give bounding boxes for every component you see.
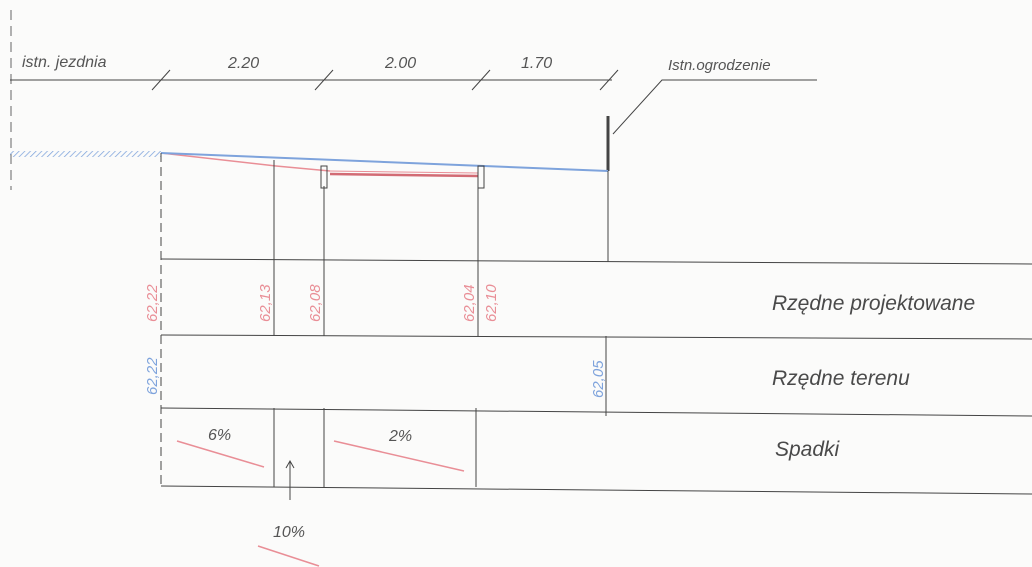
slope-line-2: [333, 440, 465, 472]
slope-label-2: 2%: [388, 428, 412, 445]
fence-label: Istn.ogrodzenie: [668, 57, 771, 74]
slope-label-10: 10%: [273, 524, 305, 541]
dimension-ticks: [151, 69, 619, 91]
fence-leader-line: [612, 79, 817, 135]
dimension-1-70: 1.70: [521, 55, 552, 72]
row-title-terrain: Rzędne terenu: [772, 367, 910, 390]
existing-road-label: istn. jezdnia: [22, 54, 107, 71]
slope-label-6: 6%: [208, 427, 231, 444]
design-elevation-1: 62,22: [144, 284, 161, 322]
design-elevation-5: 62,10: [483, 284, 500, 322]
design-surface-line: [329, 172, 479, 178]
slope-line-6: [176, 440, 265, 468]
curb-left: [320, 165, 328, 189]
design-surface-line-2: [329, 170, 479, 174]
slope-arrow-head: [285, 459, 295, 469]
row-title-slopes: Spadki: [775, 438, 841, 461]
design-elevation-2: 62,13: [257, 284, 274, 322]
row-title-design: Rzędne projektowane: [772, 292, 975, 315]
table-lines: [160, 258, 1032, 495]
curb-right: [477, 165, 485, 189]
terrain-elevation-1: 62,22: [144, 357, 161, 395]
existing-road-hatch: [10, 151, 161, 157]
design-elevation-4: 62,04: [461, 284, 478, 322]
terrain-profile-line: [160, 152, 609, 172]
terrain-elevation-2: 62,05: [590, 360, 607, 398]
design-profile-line: [160, 152, 331, 172]
slope-line-10: [257, 545, 320, 567]
design-elevation-3: 62,08: [307, 284, 324, 322]
dimension-2-20: 2.20: [227, 55, 259, 72]
dimension-2-00: 2.00: [384, 55, 416, 72]
